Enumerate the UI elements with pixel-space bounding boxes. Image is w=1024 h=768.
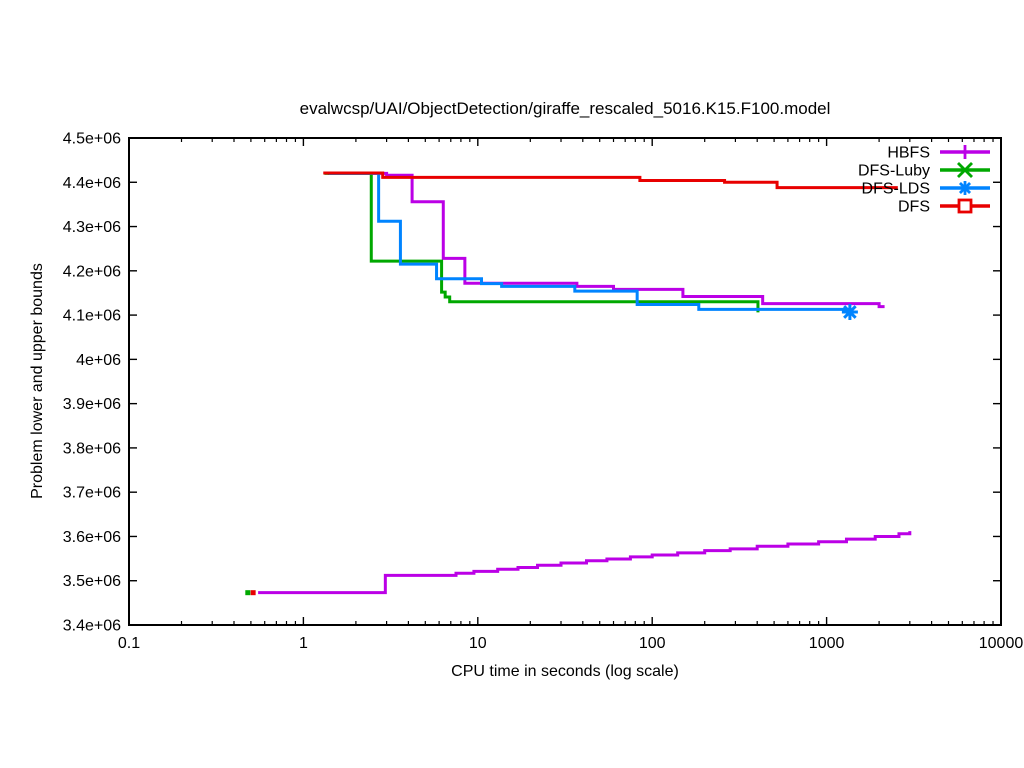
plot-border	[128, 137, 1002, 626]
x-tick-label: 1	[299, 635, 308, 652]
x-tick-label: 10	[469, 635, 487, 652]
legend-label: HBFS	[887, 145, 930, 162]
y-tick-label: 4.1e+06	[63, 308, 121, 325]
y-tick-label: 4.4e+06	[63, 175, 121, 192]
series-dfs-luby-upper-bound	[324, 171, 760, 313]
y-tick-label: 4e+06	[76, 352, 121, 369]
x-tick-label: 10000	[979, 635, 1024, 652]
legend-item-hbfs: HBFS	[887, 145, 930, 162]
series-dfs-start-dot	[250, 590, 256, 596]
chart-title: evalwcsp/UAI/ObjectDetection/giraffe_res…	[299, 99, 831, 118]
cross-marker	[957, 162, 973, 178]
legend-item-dfs-luby: DFS-Luby	[858, 163, 930, 180]
y-tick-label: 3.4e+06	[63, 618, 121, 635]
x-axis-label: CPU time in seconds (log scale)	[451, 663, 679, 680]
y-tick-label: 3.9e+06	[63, 396, 121, 413]
legend-label: DFS	[898, 199, 930, 216]
y-tick-label: 3.7e+06	[63, 485, 121, 502]
x-tick-label: 1000	[809, 635, 845, 652]
y-tick-label: 3.5e+06	[63, 573, 121, 590]
asterisk-marker	[958, 181, 972, 195]
x-tick-label: 100	[639, 635, 666, 652]
series-dfs-upper-bound	[323, 171, 898, 190]
asterisk-marker	[843, 305, 857, 319]
y-tick-label: 4.2e+06	[63, 263, 121, 280]
y-tick-label: 4.5e+06	[63, 131, 121, 148]
series-hbfs-upper-bound	[327, 171, 885, 309]
legend-item-dfs-lds: DFS-LDS	[862, 181, 930, 198]
y-tick-label: 3.6e+06	[63, 529, 121, 546]
legend-label: DFS-LDS	[862, 181, 930, 198]
legend-label: DFS-Luby	[858, 163, 930, 180]
series-dfs-lds-upper-bound	[328, 171, 852, 312]
legend-item-dfs: DFS	[898, 199, 930, 216]
square-marker	[957, 198, 973, 214]
series-hbfs-lower-bound	[258, 531, 912, 595]
y-tick-label: 4.3e+06	[63, 219, 121, 236]
y-tick-label: 3.8e+06	[63, 440, 121, 457]
series-dfs-luby-start-dot	[245, 590, 251, 596]
x-tick-label: 0.1	[118, 635, 140, 652]
